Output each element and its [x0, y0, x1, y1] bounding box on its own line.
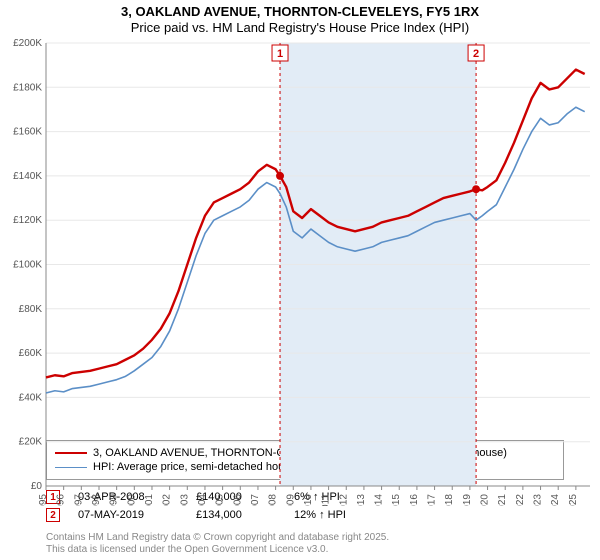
marker-label-text: 2 [473, 48, 479, 60]
y-tick-label: £160K [13, 127, 42, 138]
x-tick-label: 2022 [515, 494, 526, 506]
x-tick-label: 2009 [285, 494, 296, 506]
transaction-price: £134,000 [196, 509, 276, 521]
y-tick-label: £180K [13, 82, 42, 93]
x-tick-label: 2004 [197, 494, 208, 506]
transaction-marker [472, 185, 480, 193]
footer-attribution: Contains HM Land Registry data © Crown c… [46, 532, 564, 556]
x-tick-label: 2016 [409, 494, 420, 506]
transaction-date: 07-MAY-2019 [78, 509, 178, 521]
x-tick-label: 2023 [533, 494, 544, 506]
x-tick-label: 2021 [497, 494, 508, 506]
x-tick-label: 2005 [215, 494, 226, 506]
marker-label-text: 1 [277, 48, 283, 60]
footer-line2: This data is licensed under the Open Gov… [46, 544, 564, 556]
x-tick-label: 2011 [321, 494, 332, 506]
chart-container: 3, OAKLAND AVENUE, THORNTON-CLEVELEYS, F… [0, 0, 600, 560]
transaction-row: 2 07-MAY-2019 £134,000 12% ↑ HPI [46, 508, 564, 522]
transaction-marker [276, 172, 284, 180]
y-tick-label: £20K [19, 437, 43, 448]
x-tick-label: 2012 [338, 494, 349, 506]
transaction-marker-box: 2 [46, 508, 60, 522]
footer-line1: Contains HM Land Registry data © Crown c… [46, 532, 564, 544]
x-tick-label: 1995 [38, 494, 49, 506]
x-tick-label: 2000 [126, 494, 137, 506]
x-tick-label: 2025 [568, 494, 579, 506]
y-tick-label: £40K [19, 392, 43, 403]
chart-title-sub: Price paid vs. HM Land Registry's House … [0, 20, 600, 35]
y-tick-label: £0 [31, 481, 43, 492]
chart-plot-area: £0£20K£40K£60K£80K£100K£120K£140K£160K£1… [0, 37, 600, 436]
y-tick-label: £100K [13, 260, 42, 271]
x-tick-label: 1999 [109, 494, 120, 506]
x-tick-label: 2024 [550, 494, 561, 506]
y-tick-label: £200K [13, 38, 42, 49]
x-tick-label: 2007 [250, 494, 261, 506]
y-tick-label: £80K [19, 304, 43, 315]
y-tick-label: £60K [19, 348, 43, 359]
line-chart-svg: £0 £20K £40K £60K £80K £100K £120K £140K £160K £1… [0, 37, 600, 506]
x-tick-label: 2014 [374, 494, 385, 506]
x-tick-label: 2013 [356, 494, 367, 506]
x-tick-label: 1998 [91, 494, 102, 506]
x-tick-label: 2018 [444, 494, 455, 506]
y-tick-label: £120K [13, 215, 42, 226]
x-tick-label: 2015 [391, 494, 402, 506]
x-tick-label: 2001 [144, 494, 155, 506]
y-tick-label: £140K [13, 171, 42, 182]
chart-title-address: 3, OAKLAND AVENUE, THORNTON-CLEVELEYS, F… [0, 4, 600, 19]
transaction-hpi: 12% ↑ HPI [294, 509, 346, 521]
x-tick-label: 2010 [303, 494, 314, 506]
x-tick-label: 1997 [73, 494, 84, 506]
x-tick-label: 2020 [480, 494, 491, 506]
x-tick-label: 2017 [427, 494, 438, 506]
chart-titles: 3, OAKLAND AVENUE, THORNTON-CLEVELEYS, F… [0, 0, 600, 37]
x-tick-label: 2008 [268, 494, 279, 506]
x-tick-label: 1996 [56, 494, 67, 506]
x-tick-label: 2019 [462, 494, 473, 506]
x-tick-label: 2006 [232, 494, 243, 506]
x-tick-label: 2003 [179, 494, 190, 506]
x-tick-label: 2002 [162, 494, 173, 506]
